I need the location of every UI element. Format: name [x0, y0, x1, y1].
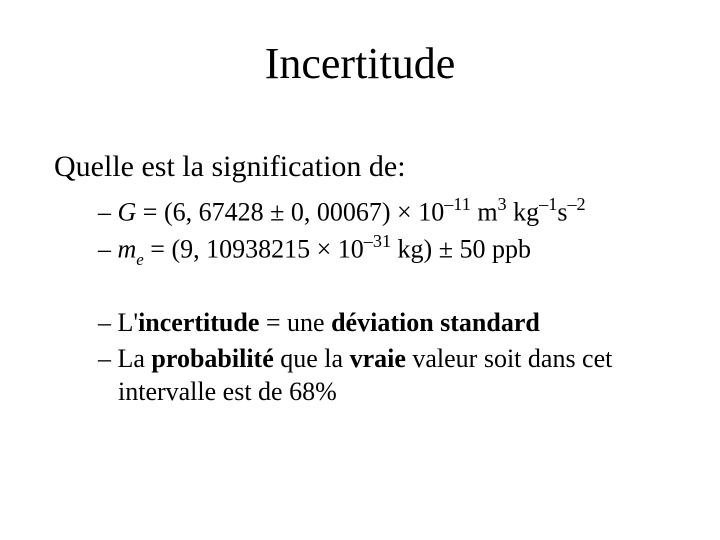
bold-incertitude: incertitude — [138, 308, 259, 337]
sub-e: e — [136, 250, 144, 269]
t2: que la — [274, 344, 350, 373]
t2: = une — [259, 308, 331, 337]
exp-s: –2 — [567, 194, 585, 214]
eq-text: = (6, 67428 ± 0, 00067) × 10 — [136, 197, 444, 226]
unit-m: m — [471, 197, 498, 226]
bullet-3: – L'incertitude = une déviation standard — [98, 306, 666, 340]
bullet-dash: – — [98, 197, 118, 226]
var-g: G — [118, 197, 137, 226]
lead-text: Quelle est la signification de: — [54, 148, 666, 186]
t1: L' — [118, 308, 139, 337]
bullet-dash: – — [98, 344, 118, 373]
bold-vraie: vraie — [350, 344, 406, 373]
exp-11: –11 — [444, 194, 471, 214]
exp-m3: 3 — [498, 194, 507, 214]
var-m: m — [118, 235, 137, 264]
bullet-1: – G = (6, 67428 ± 0, 00067) × 10–11 m3 k… — [98, 194, 666, 229]
slide-body: Quelle est la signification de: – G = (6… — [54, 148, 666, 409]
unit-s: s — [557, 197, 567, 226]
exp-31: –31 — [364, 231, 391, 251]
bullet-2: – me = (9, 10938215 × 10–31 kg) ± 50 ppb — [98, 231, 666, 270]
tail-text: kg) ± 50 ppb — [391, 235, 531, 264]
bullet-4: – La probabilité que la vraie valeur soi… — [98, 342, 666, 410]
bullet-group-2: – L'incertitude = une déviation standard… — [54, 306, 666, 409]
bullet-dash: – — [98, 235, 118, 264]
unit-kg: kg — [507, 197, 540, 226]
bold-probabilite: probabilité — [151, 344, 273, 373]
slide: Incertitude Quelle est la signification … — [0, 0, 720, 540]
bold-deviation: déviation standard — [331, 308, 540, 337]
eq-text: = (9, 10938215 × 10 — [144, 235, 364, 264]
exp-kg: –1 — [539, 194, 557, 214]
bullet-dash: – — [98, 308, 118, 337]
slide-title: Incertitude — [0, 38, 720, 89]
t1: La — [118, 344, 152, 373]
